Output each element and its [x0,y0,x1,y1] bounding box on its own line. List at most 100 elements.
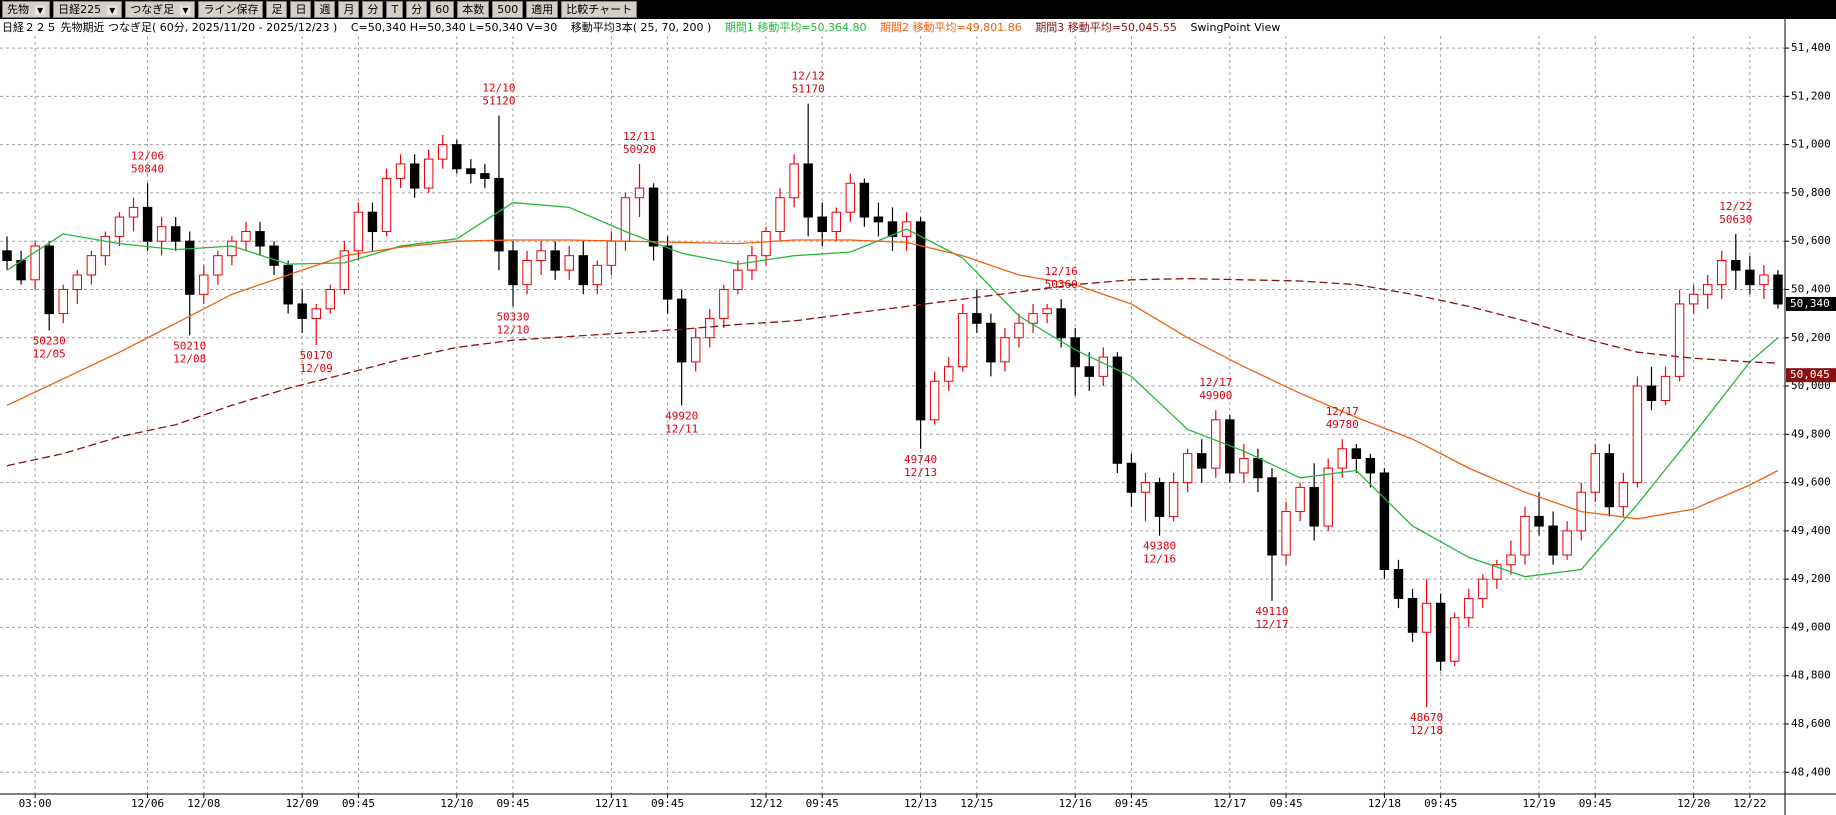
candle-body [156,226,167,242]
interval-input[interactable]: 60 [430,1,455,18]
candle-body [199,274,209,295]
candle-body [452,144,462,170]
swing-date: 12/06 [131,149,164,162]
swing-date: 12/05 [33,348,66,361]
y-tick-label: 49,600 [1791,476,1831,489]
candle-body [662,245,673,300]
swing-date: 12/17 [1255,618,1288,631]
candle-body [1449,617,1460,662]
candle-body [972,313,982,324]
y-tick-label: 51,000 [1791,138,1831,151]
minute-button[interactable]: 分 [362,1,384,18]
bar-label: 足 [266,1,288,18]
y-tick-label: 50,800 [1791,186,1831,199]
candle-body [1253,457,1263,479]
swing-date: 12/10 [482,82,515,95]
swing-price: 49780 [1326,418,1359,431]
candle-body [1421,602,1432,633]
compare-button[interactable]: 比較チャート [561,1,638,18]
swing-price: 49900 [1199,389,1232,402]
candle-body [58,288,68,315]
swing-date: 12/16 [1143,553,1176,566]
candle-body [1562,530,1572,556]
y-tick-label: 50,000 [1791,379,1831,392]
candle-body [325,288,336,310]
x-tick-label: 12/16 [1059,797,1092,810]
candle-body [72,274,83,290]
y-tick-label: 50,400 [1791,282,1831,295]
candle-body [1702,284,1713,295]
candle-body [536,250,546,262]
swing-price: 50630 [1719,213,1752,226]
candle-body [114,216,125,237]
swing-price: 49380 [1143,540,1176,553]
candle-body [438,144,448,160]
candle-body [241,231,251,242]
count-input[interactable]: 500 [492,1,524,18]
candle-body [915,221,926,421]
candle-body [1126,462,1137,493]
candle-body [269,245,279,266]
candle-body [1014,322,1024,339]
swing-price: 51120 [482,95,515,108]
swing-price: 49740 [904,453,937,466]
price-tag-label: 50,340 [1790,297,1830,310]
swing-date: 12/09 [300,362,333,375]
candle-body [789,163,799,199]
candle-body [1393,568,1404,599]
candle-body [1239,457,1249,474]
candle-body [1435,602,1446,662]
apply-button[interactable]: 適用 [526,1,559,18]
candle-body [395,163,406,179]
candle-body [691,337,701,363]
candle-body [958,313,968,368]
candle-body [1478,578,1488,599]
swing-price: 50360 [1045,278,1078,291]
candle-body [522,260,532,286]
x-tick-label: 12/19 [1522,797,1555,810]
swing-price: 51170 [792,83,825,96]
candle-body [1379,472,1390,570]
candle-body [775,197,785,233]
y-tick-label: 51,400 [1791,41,1831,54]
ma3-info: 期間3 移動平均=50,045.55 [1035,21,1177,34]
toolbar: 先物 日経225 つなぎ足 ライン保存 足 日 週 月 分 T 分 60 本数 … [0,0,1836,19]
candle-body [1182,453,1193,484]
week-button[interactable]: 週 [314,1,336,18]
price-tag [1786,368,1836,383]
x-tick-label: 09:45 [806,797,839,810]
candle-body [1351,448,1362,459]
y-tick-label: 49,400 [1791,524,1831,537]
candle-body [508,250,518,286]
candle-body [1098,356,1109,377]
view-label: SwingPoint View [1190,21,1281,34]
count-label: 本数 [457,1,490,18]
save-line-button[interactable]: ライン保存 [198,1,264,18]
x-tick-label: 12/18 [1368,797,1401,810]
candle-body [831,211,841,233]
candle-body [1534,515,1544,527]
market-select[interactable]: 先物 [2,1,51,18]
candle-body [634,187,645,199]
chain-select[interactable]: つなぎ足 [125,1,196,18]
candle-body [339,250,350,290]
candle-body [887,221,898,237]
y-tick-label: 50,200 [1791,331,1831,344]
month-button[interactable]: 月 [338,1,360,18]
swing-date: 12/08 [173,352,206,365]
candle-body [1464,597,1474,619]
day-button[interactable]: 日 [290,1,312,18]
symbol-select[interactable]: 日経225 [53,1,123,18]
candle-body [845,182,856,213]
tick-button[interactable]: T [386,1,404,18]
y-tick-label: 50,600 [1791,234,1831,247]
candle-body [1267,477,1277,556]
x-tick-label: 12/15 [960,797,993,810]
candle-body [1506,554,1516,566]
y-tick-label: 48,800 [1791,669,1831,682]
candle-body [100,235,111,257]
candle-body [1745,269,1755,286]
swing-price: 50210 [173,339,206,352]
candle-body [86,255,97,276]
minute-label: 分 [406,1,428,18]
